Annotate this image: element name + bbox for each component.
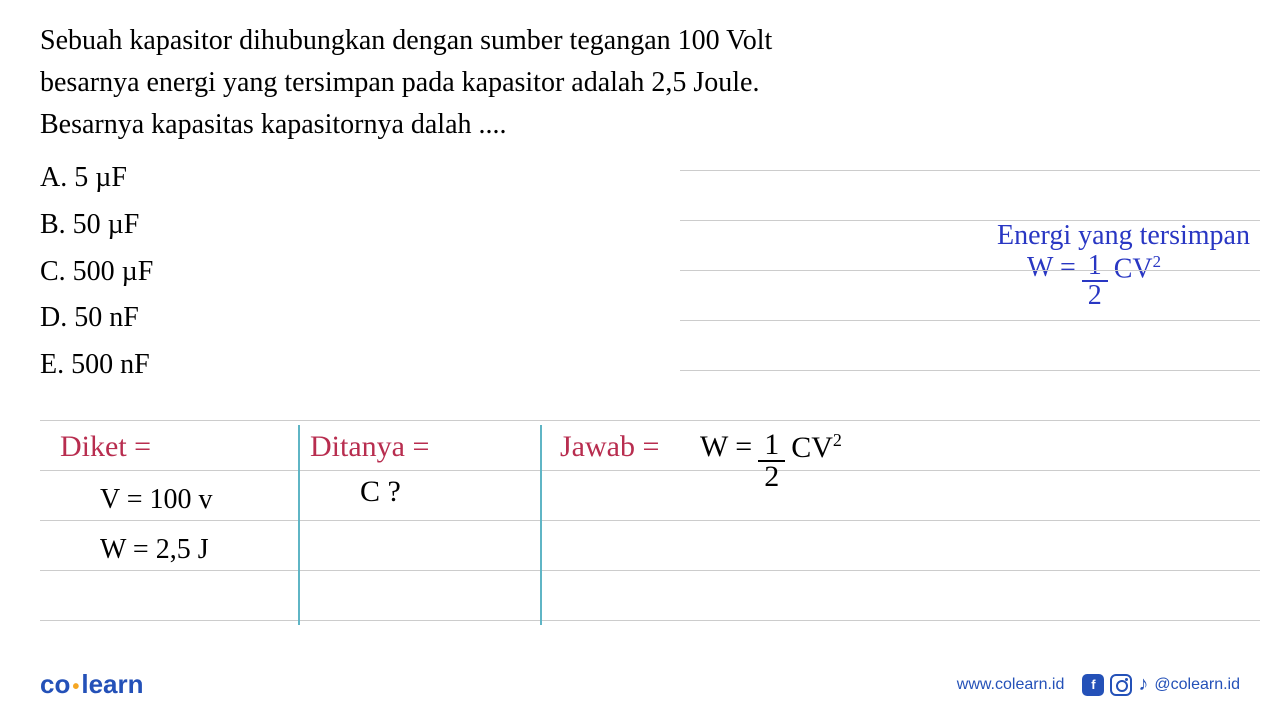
jawab-equation: W = 1 2 CV2 bbox=[700, 430, 842, 492]
option-a: A. 5 µF bbox=[40, 156, 1240, 201]
logo-dot-icon: • bbox=[72, 676, 79, 698]
jawab-lhs: W = bbox=[700, 430, 752, 464]
logo-learn: learn bbox=[81, 669, 143, 699]
ruled-line bbox=[680, 170, 1260, 171]
ruled-line bbox=[680, 320, 1260, 321]
footer: co•learn www.colearn.id f ♪ @colearn.id bbox=[0, 669, 1280, 700]
divider-vertical bbox=[298, 425, 300, 625]
facebook-icon: f bbox=[1082, 674, 1104, 696]
tiktok-icon: ♪ bbox=[1138, 673, 1148, 696]
ruled-line bbox=[40, 520, 1260, 521]
fraction-numerator: 1 bbox=[1082, 252, 1108, 282]
ruled-line bbox=[40, 570, 1260, 571]
worksheet-area: Diket = V = 100 v W = 2,5 J Ditanya = C … bbox=[0, 420, 1280, 630]
fraction-denominator: 2 bbox=[758, 462, 785, 492]
jawab-fraction: 1 2 bbox=[758, 430, 785, 492]
instagram-icon bbox=[1110, 674, 1132, 696]
formula-equation: W = 1 2 CV2 bbox=[1027, 252, 1250, 310]
formula-rhs: CV2 bbox=[1114, 252, 1161, 285]
ditanya-label: Ditanya = bbox=[310, 430, 429, 464]
fraction-numerator: 1 bbox=[758, 430, 785, 462]
fraction-denominator: 2 bbox=[1082, 282, 1108, 310]
ditanya-value: C ? bbox=[360, 475, 401, 509]
question-text: Sebuah kapasitor dihubungkan dengan sumb… bbox=[0, 0, 850, 156]
formula-lhs: W = bbox=[1027, 252, 1076, 284]
formula-annotation: Energi yang tersimpan W = 1 2 CV2 bbox=[997, 220, 1250, 310]
ruled-line bbox=[40, 620, 1260, 621]
brand-logo: co•learn bbox=[40, 669, 144, 700]
diket-label: Diket = bbox=[60, 430, 151, 464]
option-e: E. 500 nF bbox=[40, 343, 1240, 388]
jawab-rhs: CV2 bbox=[791, 430, 842, 465]
formula-title: Energi yang tersimpan bbox=[997, 220, 1250, 252]
diket-voltage: V = 100 v bbox=[100, 475, 213, 525]
footer-right: www.colearn.id f ♪ @colearn.id bbox=[957, 673, 1240, 696]
footer-url: www.colearn.id bbox=[957, 676, 1065, 694]
formula-fraction: 1 2 bbox=[1082, 252, 1108, 310]
diket-energy: W = 2,5 J bbox=[100, 525, 213, 575]
ruled-line bbox=[680, 370, 1260, 371]
logo-co: co bbox=[40, 669, 70, 699]
ruled-line bbox=[40, 470, 1260, 471]
ruled-line bbox=[40, 420, 1260, 421]
jawab-label: Jawab = bbox=[560, 430, 659, 464]
divider-vertical bbox=[540, 425, 542, 625]
ruled-line bbox=[680, 220, 1260, 221]
social-icons: f ♪ @colearn.id bbox=[1082, 673, 1240, 696]
ruled-line bbox=[680, 270, 1260, 271]
diket-values: V = 100 v W = 2,5 J bbox=[100, 475, 213, 576]
social-handle: @colearn.id bbox=[1154, 676, 1240, 694]
